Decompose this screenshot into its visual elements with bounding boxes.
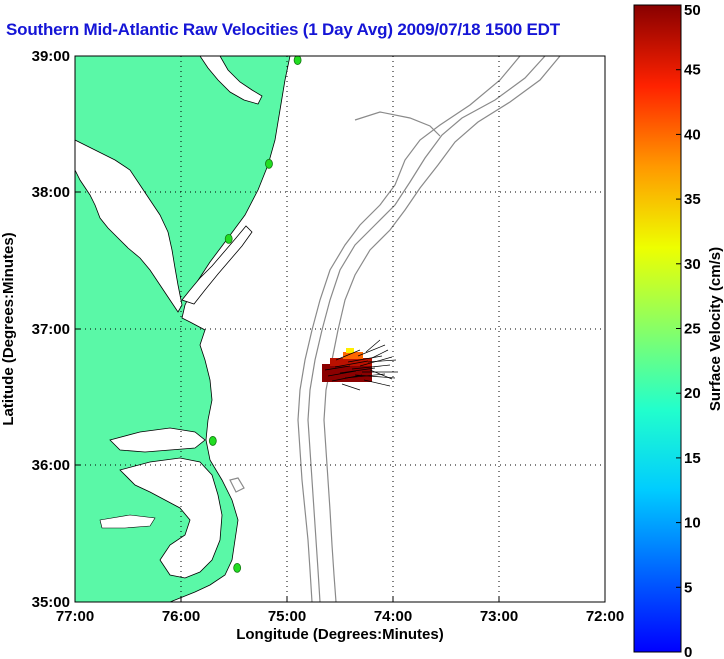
- x-tick-label: 76:00: [162, 608, 200, 625]
- colorbar: 0 5 10 15 20 25 30 35 40 45 50 Surface Velocity (c…: [633, 2, 724, 659]
- colorbar-label: Surface Velocity (cm/s): [707, 247, 724, 411]
- colorbar-tick-label: 5: [684, 579, 692, 596]
- delaware-bay: [199, 56, 263, 105]
- colorbar-ticks: 0 5 10 15 20 25 30 35 40 45 50: [676, 2, 701, 659]
- y-tick-labels: 39:00 38:00 37:00 36:00 35:00: [32, 48, 70, 611]
- x-tick-labels: 77:00 76:00 75:00 74:00 73:00 72:00: [56, 608, 624, 625]
- colorbar-tick-label: 45: [684, 62, 701, 79]
- tick-marks: [75, 191, 500, 602]
- grid-lines: [75, 56, 605, 602]
- map-title: Southern Mid-Atlantic Raw Velocities (1 …: [6, 20, 560, 39]
- colorbar-tick-label: 50: [684, 2, 701, 19]
- x-axis-label: Longitude (Degrees:Minutes): [236, 626, 444, 643]
- velocity-field: [322, 339, 398, 391]
- x-tick-label: 75:00: [268, 608, 306, 625]
- colorbar-tick-label: 10: [684, 515, 701, 532]
- colorbar-tick-label: 20: [684, 385, 701, 402]
- station-marker: [208, 436, 217, 446]
- station-marker: [224, 234, 233, 244]
- x-tick-label: 72:00: [586, 608, 624, 625]
- colorbar-tick-label: 25: [684, 321, 701, 338]
- y-tick-label: 37:00: [32, 321, 70, 338]
- station-marker: [265, 158, 273, 169]
- y-tick-label: 35:00: [32, 594, 70, 611]
- y-tick-label: 38:00: [32, 184, 70, 201]
- station-marker: [233, 562, 242, 573]
- x-tick-label: 77:00: [56, 608, 94, 625]
- station-marker: [293, 56, 302, 65]
- chesapeake-bay: [75, 139, 183, 313]
- bathymetry-contours: [229, 56, 561, 602]
- colorbar-tick-label: 0: [684, 644, 692, 659]
- colorbar-tick-label: 35: [684, 191, 701, 208]
- y-axis-label: Latitude (Degrees:Minutes): [0, 232, 17, 425]
- station-markers: [208, 56, 302, 573]
- y-tick-label: 39:00: [32, 48, 70, 65]
- y-tick-label: 36:00: [32, 457, 70, 474]
- pamlico-sound: [119, 457, 223, 579]
- colorbar-tick-label: 30: [684, 256, 701, 273]
- x-tick-label: 74:00: [374, 608, 412, 625]
- coastal-river: [99, 514, 156, 529]
- colorbar-tick-label: 40: [684, 126, 701, 143]
- colorbar-gradient: [633, 4, 682, 653]
- colorbar-tick-label: 15: [684, 450, 701, 467]
- eastern-shore: [181, 225, 253, 305]
- x-tick-label: 73:00: [480, 608, 518, 625]
